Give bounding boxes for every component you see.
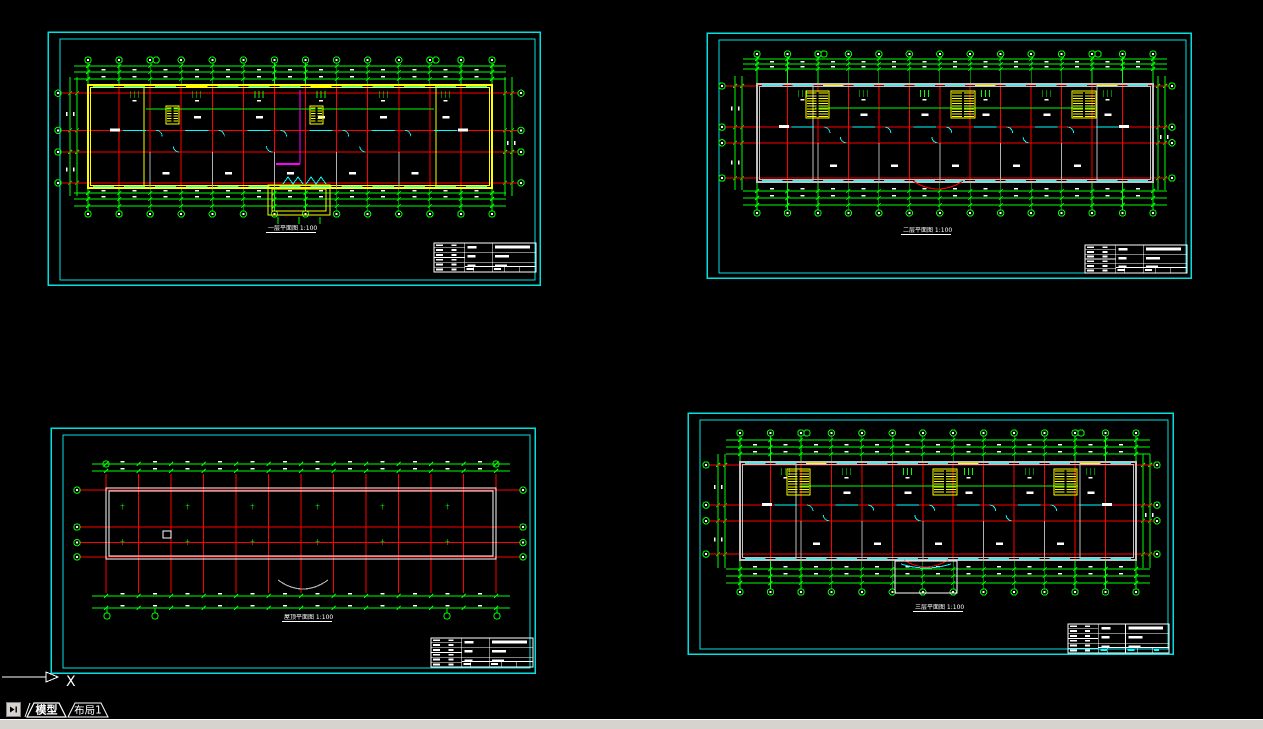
- tab-layout1[interactable]: 布局1: [67, 702, 109, 718]
- stair-hatch: [1071, 90, 1097, 119]
- svg-text:一层平面图 1:100: 一层平面图 1:100: [268, 225, 317, 232]
- tab-divider: [24, 702, 31, 718]
- stair-hatch: [165, 105, 180, 125]
- tab-nav-icon: [10, 706, 17, 713]
- svg-text:三层平面图 1:100: 三层平面图 1:100: [915, 604, 964, 611]
- tab-model-label: 模型: [36, 703, 58, 717]
- stair-hatch: [786, 468, 811, 496]
- layout-tab-bar: 模型 布局1: [0, 700, 1263, 719]
- ucs-x-label: X: [66, 674, 76, 690]
- title-block: [1084, 244, 1188, 274]
- stair-hatch: [309, 105, 324, 125]
- tab-layout1-label: 布局1: [74, 705, 102, 717]
- second-floor-plan-viewport[interactable]: 二层平面图 1:100: [706, 32, 1192, 279]
- roof-plan-viewport[interactable]: 屋顶平面图 1:100: [50, 427, 536, 674]
- stair-hatch: [805, 90, 830, 119]
- plan-title: 二层平面图 1:100: [901, 227, 952, 235]
- title-block: [1067, 623, 1170, 654]
- tab-model[interactable]: 模型: [26, 702, 67, 718]
- third-floor-plan-viewport[interactable]: 三层平面图 1:100: [687, 412, 1174, 655]
- stair-hatch: [1053, 468, 1078, 496]
- status-strip: [0, 719, 1263, 729]
- stair-hatch: [950, 90, 976, 119]
- title-block: [430, 637, 534, 668]
- cad-drawing[interactable]: 一层平面图 1:100 二层平面图 1:100 屋顶平面图 1:100 三层平面图 1…: [0, 0, 1263, 700]
- plan-title: 三层平面图 1:100: [913, 604, 964, 612]
- title-block: [433, 242, 537, 273]
- ucs-icon: X: [2, 671, 76, 690]
- stair-hatch: [932, 468, 958, 496]
- svg-text:屋顶平面图 1:100: 屋顶平面图 1:100: [284, 614, 333, 621]
- first-floor-plan-viewport[interactable]: 一层平面图 1:100: [47, 31, 541, 286]
- plan-title: 屋顶平面图 1:100: [282, 614, 333, 622]
- svg-text:二层平面图 1:100: 二层平面图 1:100: [903, 227, 952, 234]
- plan-title: 一层平面图 1:100: [266, 225, 317, 233]
- tab-nav-button[interactable]: [6, 702, 21, 717]
- model-space-canvas[interactable]: 一层平面图 1:100 二层平面图 1:100 屋顶平面图 1:100 三层平面图 1…: [0, 0, 1263, 700]
